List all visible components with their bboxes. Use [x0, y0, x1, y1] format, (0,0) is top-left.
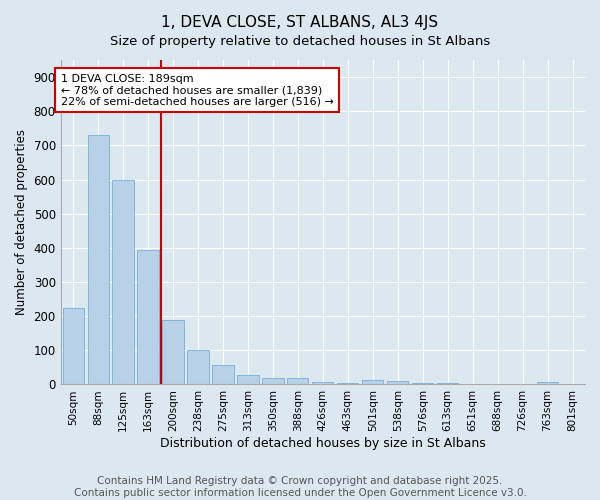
Y-axis label: Number of detached properties: Number of detached properties [15, 129, 28, 315]
Text: Contains HM Land Registry data © Crown copyright and database right 2025.
Contai: Contains HM Land Registry data © Crown c… [74, 476, 526, 498]
Text: 1, DEVA CLOSE, ST ALBANS, AL3 4JS: 1, DEVA CLOSE, ST ALBANS, AL3 4JS [161, 15, 439, 30]
Bar [387, 381, 409, 384]
Text: Size of property relative to detached houses in St Albans: Size of property relative to detached ho… [110, 35, 490, 48]
Bar [163, 320, 184, 384]
Bar [212, 364, 233, 384]
Bar [238, 375, 259, 384]
Bar [537, 382, 558, 384]
Bar [88, 135, 109, 384]
Bar [337, 383, 358, 384]
Text: 1 DEVA CLOSE: 189sqm
← 78% of detached houses are smaller (1,839)
22% of semi-de: 1 DEVA CLOSE: 189sqm ← 78% of detached h… [61, 74, 334, 107]
Bar [412, 383, 433, 384]
Bar [262, 378, 284, 384]
Bar [187, 350, 209, 384]
Bar [137, 250, 158, 384]
Bar [62, 308, 84, 384]
Bar [362, 380, 383, 384]
Bar [312, 382, 334, 384]
Bar [287, 378, 308, 384]
X-axis label: Distribution of detached houses by size in St Albans: Distribution of detached houses by size … [160, 437, 486, 450]
Bar [112, 180, 134, 384]
